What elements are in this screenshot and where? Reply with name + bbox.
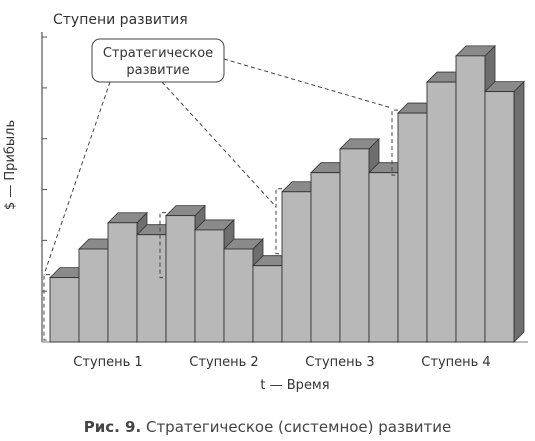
- bar-front: [223, 248, 254, 343]
- stage-bracket: [391, 109, 398, 176]
- caption-text: Стратегическое (системное) развитие: [145, 418, 452, 436]
- bar-front: [252, 265, 283, 343]
- bar-front: [339, 148, 370, 343]
- category-label: Ступень 1: [73, 355, 142, 370]
- bar-front: [397, 112, 428, 343]
- stage-bracket: [43, 274, 50, 341]
- callout-box: [91, 38, 225, 83]
- bar-front: [281, 191, 312, 343]
- bar-side: [513, 80, 525, 343]
- bar-front: [165, 215, 196, 343]
- stage-bracket: [275, 188, 282, 255]
- bar-front: [136, 234, 167, 343]
- bar: [484, 80, 525, 343]
- chart: Ступени развития $ — Прибыль Ступень 1 Ст…: [3, 12, 528, 393]
- callout-leader: [223, 58, 393, 109]
- bar-front: [194, 229, 225, 343]
- chart-title: Ступени развития: [53, 12, 188, 28]
- bar-front: [455, 55, 486, 343]
- bar-front: [368, 172, 399, 343]
- x-axis-label: t — Время: [260, 378, 329, 393]
- category-label: Ступень 2: [189, 355, 258, 370]
- bar-front: [426, 81, 457, 343]
- callout-text: Стратегическое развитие: [103, 46, 213, 78]
- stage-bracket: [159, 212, 166, 279]
- category-label: Ступень 3: [305, 355, 374, 370]
- bar-front: [310, 172, 341, 343]
- bar-front: [49, 277, 80, 343]
- figure-caption: Рис. 9. Стратегическое (системное) разви…: [0, 418, 535, 436]
- bar-front: [484, 91, 515, 343]
- bar-front: [107, 222, 138, 343]
- category-label: Ступень 4: [421, 355, 490, 370]
- bar-front: [78, 248, 109, 343]
- callout-leader: [43, 81, 111, 275]
- bar: [397, 102, 438, 343]
- callout-leader: [161, 81, 277, 208]
- y-axis-label: $ — Прибыль: [3, 120, 18, 210]
- caption-label: Рис. 9.: [83, 418, 142, 436]
